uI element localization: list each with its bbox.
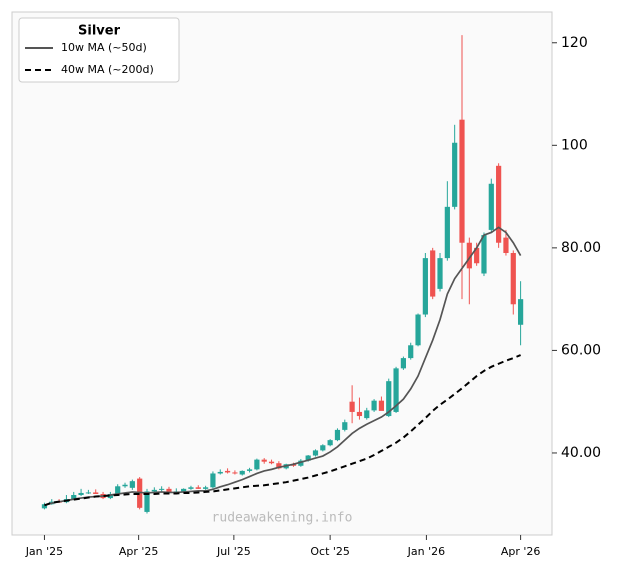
candle-body [356,411,363,417]
x-tick-label: Jan '25 [25,545,63,558]
candle-body [378,400,385,411]
candle-body [503,237,509,253]
legend-label: 10w MA (~50d) [61,41,147,54]
candle-body [261,459,267,462]
candle-body [320,445,326,451]
legend-box [18,17,180,83]
candle-body [474,247,480,264]
candle-body [195,487,201,489]
candle-body [78,492,84,496]
legend-title: Silver [78,24,121,39]
candle-body [151,489,157,492]
candle-body [268,461,275,464]
candle-body [349,401,355,412]
y-tick-label: 100 [561,137,588,153]
candle-body [85,492,91,494]
candle-body [71,495,77,500]
candle-body [496,165,502,243]
ma-line [44,226,522,507]
candle-body [334,429,341,441]
candle-body [115,486,121,494]
candle-body [232,472,238,474]
candle-body [159,488,165,490]
candle-body [364,410,370,419]
plot-area [11,11,553,536]
candle-body [276,463,282,469]
candle-body [459,119,465,243]
candle-body [327,440,333,446]
candle-body [518,299,524,325]
candle-body [481,235,487,274]
candle-body [217,471,223,474]
watermark: rudeawakening.info [212,511,353,526]
candle-body [444,206,450,259]
candle-body [93,492,99,494]
candle-body [510,252,516,305]
y-tick-label: 60.00 [561,342,601,358]
candle-body [422,258,428,315]
candle-body [203,487,209,489]
candle-body [437,258,443,289]
candle-body [107,493,113,499]
x-tick-label: Apr '26 [501,545,541,558]
candle-body [188,487,194,489]
candle-body [393,368,399,412]
ma-line [44,354,521,507]
candle-body [224,470,231,473]
candle-body [488,183,494,230]
candle-body [181,488,187,492]
candle-body [371,400,377,411]
candle-body [144,491,150,512]
candle-body [312,450,319,456]
candle-body [386,381,392,417]
candle-body [342,422,348,430]
x-tick-label: Jul '25 [216,545,251,558]
y-tick-label: 80.00 [561,240,601,256]
candle-body [408,345,414,359]
candle-body [41,504,48,509]
marks [41,35,524,514]
candle-body [305,455,311,461]
candle-body [452,142,458,207]
candle-body [415,314,421,346]
candle-body [430,250,436,297]
y-tick-label: 120 [561,35,588,51]
x-tick-label: Jan '26 [407,545,445,558]
candle-body [246,469,253,471]
candle-body [129,481,135,488]
candle-body [466,242,472,269]
candle-body [400,358,406,369]
candle-body [166,488,172,493]
legend-label: 40w MA (~200d) [61,63,154,76]
x-tick-label: Apr '25 [119,545,159,558]
candle-body [298,460,304,466]
x-tick-label: Oct '25 [310,545,350,558]
candle-body [122,484,128,487]
y-tick-label: 40.00 [561,445,601,461]
candle-body [254,459,260,470]
candle-body [239,470,245,475]
candle-body [210,473,216,488]
